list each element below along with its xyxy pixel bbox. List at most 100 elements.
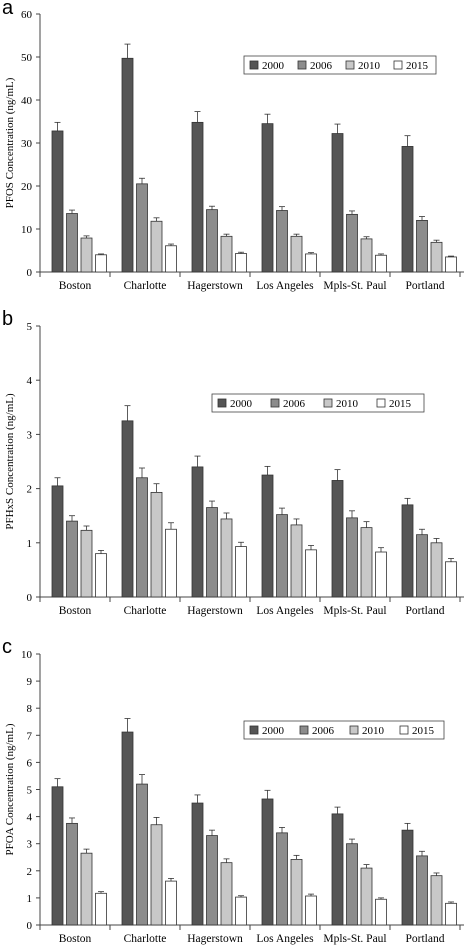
bar-mpls-st-paul-2015	[375, 898, 387, 926]
legend-swatch-2000	[217, 398, 227, 408]
bar-boston-2015	[95, 892, 107, 926]
bar-los-angeles-2006	[276, 514, 288, 598]
legend-label-2006: 2006	[312, 725, 335, 737]
y-tick-label: 2	[27, 866, 33, 878]
bar-charlotte-2000	[121, 420, 134, 598]
legend-label-2010: 2010	[336, 398, 359, 410]
y-tick-label: 10	[21, 224, 33, 236]
bar-hagerstown-2000	[191, 466, 204, 598]
y-tick-label: 7	[27, 730, 33, 742]
legend: 2000 2006 2010 2015	[211, 393, 425, 413]
bar-mpls-st-paul-2000	[331, 813, 344, 926]
bar-los-angeles-2000	[261, 123, 274, 273]
legend-label-2006: 2006	[283, 398, 306, 410]
bar-portland-2010	[430, 241, 443, 273]
legend-swatch-2006	[297, 60, 307, 70]
bar-los-angeles-2015	[305, 549, 317, 598]
legend-label-2015: 2015	[412, 725, 435, 737]
bar-los-angeles-2010	[290, 235, 303, 273]
legend-box	[211, 393, 425, 413]
y-tick-label: 4	[27, 812, 33, 824]
bar-boston-2000	[51, 485, 64, 598]
bar-charlotte-2015	[165, 245, 177, 273]
bar-portland-2006	[416, 219, 428, 273]
x-tick-label: Charlotte	[124, 280, 167, 292]
legend-label-2000: 2000	[230, 398, 253, 410]
bar-boston-2015	[95, 553, 107, 598]
legend-swatch-2000	[249, 725, 259, 735]
bar-portland-2015	[445, 561, 457, 598]
bar-los-angeles-2000	[261, 798, 274, 926]
bar-charlotte-2000	[121, 731, 134, 926]
x-tick-label: Hagerstown	[187, 605, 243, 617]
x-tick-label: Los Angeles	[256, 933, 314, 945]
bar-mpls-st-paul-2006	[346, 213, 358, 273]
bar-los-angeles-2010	[290, 859, 303, 926]
y-tick-label: 3	[27, 429, 33, 441]
bar-los-angeles-2010	[290, 524, 303, 598]
bar-los-angeles-2006	[276, 210, 288, 273]
x-tick-label: Charlotte	[124, 933, 167, 945]
legend-label-2015: 2015	[389, 398, 412, 410]
bar-mpls-st-paul-2010	[360, 867, 373, 926]
y-tick-label: 40	[21, 95, 33, 107]
y-tick-label: 30	[21, 138, 33, 150]
bar-mpls-st-paul-2000	[331, 133, 344, 273]
bar-charlotte-2015	[165, 528, 177, 598]
y-tick-label: 9	[27, 676, 33, 688]
y-tick-label: 0	[27, 267, 33, 279]
y-tick-label: 3	[27, 839, 33, 851]
legend-label-2000: 2000	[262, 725, 285, 737]
chart-panel-c: c 0 1 2 3 4 5 6 7 8 9 10 PFOA Concentration (ng/mL) B…	[2, 636, 464, 945]
bar-boston-2010	[80, 529, 93, 598]
legend-swatch-2006	[270, 398, 280, 408]
bar-charlotte-2010	[150, 491, 163, 598]
bar-portland-2015	[445, 902, 457, 926]
bar-hagerstown-2015	[235, 896, 247, 926]
legend-swatch-2015	[393, 60, 403, 70]
legend-swatch-2010	[349, 725, 359, 735]
bar-hagerstown-2006	[206, 507, 218, 598]
legend-label-2010: 2010	[358, 60, 381, 72]
legend-box	[243, 720, 445, 740]
y-tick-label: 0	[27, 592, 33, 604]
legend-swatch-2015	[376, 398, 386, 408]
bar-mpls-st-paul-2000	[331, 480, 344, 598]
bar-charlotte-2010	[150, 824, 163, 926]
chart-panel-a: a 0 10 20 30 40 50 60 PFOS Concentration (ng/mL)…	[2, 0, 464, 292]
legend: 2000 2006 2010 2015	[243, 720, 445, 740]
bar-hagerstown-2010	[220, 235, 233, 273]
y-tick-label: 6	[27, 757, 33, 769]
bar-los-angeles-2000	[261, 474, 274, 598]
bar-charlotte-2006	[136, 183, 148, 273]
bar-los-angeles-2015	[305, 895, 317, 926]
bar-boston-2006	[66, 822, 78, 926]
panel-label: b	[2, 308, 13, 330]
y-tick-label: 10	[21, 649, 33, 661]
y-tick-label: 1	[27, 538, 33, 550]
panel-label: c	[2, 636, 12, 658]
bar-los-angeles-2006	[276, 832, 288, 926]
legend-swatch-2010	[323, 398, 333, 408]
bar-portland-2000	[401, 146, 414, 273]
x-tick-label: Los Angeles	[256, 280, 314, 292]
bar-mpls-st-paul-2015	[375, 551, 387, 598]
legend-box	[243, 55, 437, 75]
x-tick-label: Boston	[59, 933, 92, 945]
legend-label-2000: 2000	[262, 60, 285, 72]
x-tick-label: Boston	[59, 280, 92, 292]
y-axis-title: PFOA Concentration (ng/mL)	[4, 723, 16, 855]
bar-mpls-st-paul-2010	[360, 527, 373, 598]
y-tick-label: 1	[27, 893, 33, 905]
panel-label: a	[2, 0, 14, 19]
bar-boston-2006	[66, 520, 78, 598]
bar-charlotte-2006	[136, 477, 148, 598]
bar-mpls-st-paul-2006	[346, 843, 358, 926]
bar-charlotte-2006	[136, 783, 148, 926]
bar-hagerstown-2006	[206, 835, 218, 926]
x-tick-label: Los Angeles	[256, 605, 314, 617]
bar-mpls-st-paul-2015	[375, 254, 387, 273]
bar-hagerstown-2000	[191, 802, 204, 926]
y-tick-label: 20	[21, 181, 33, 193]
legend-swatch-2006	[299, 725, 309, 735]
